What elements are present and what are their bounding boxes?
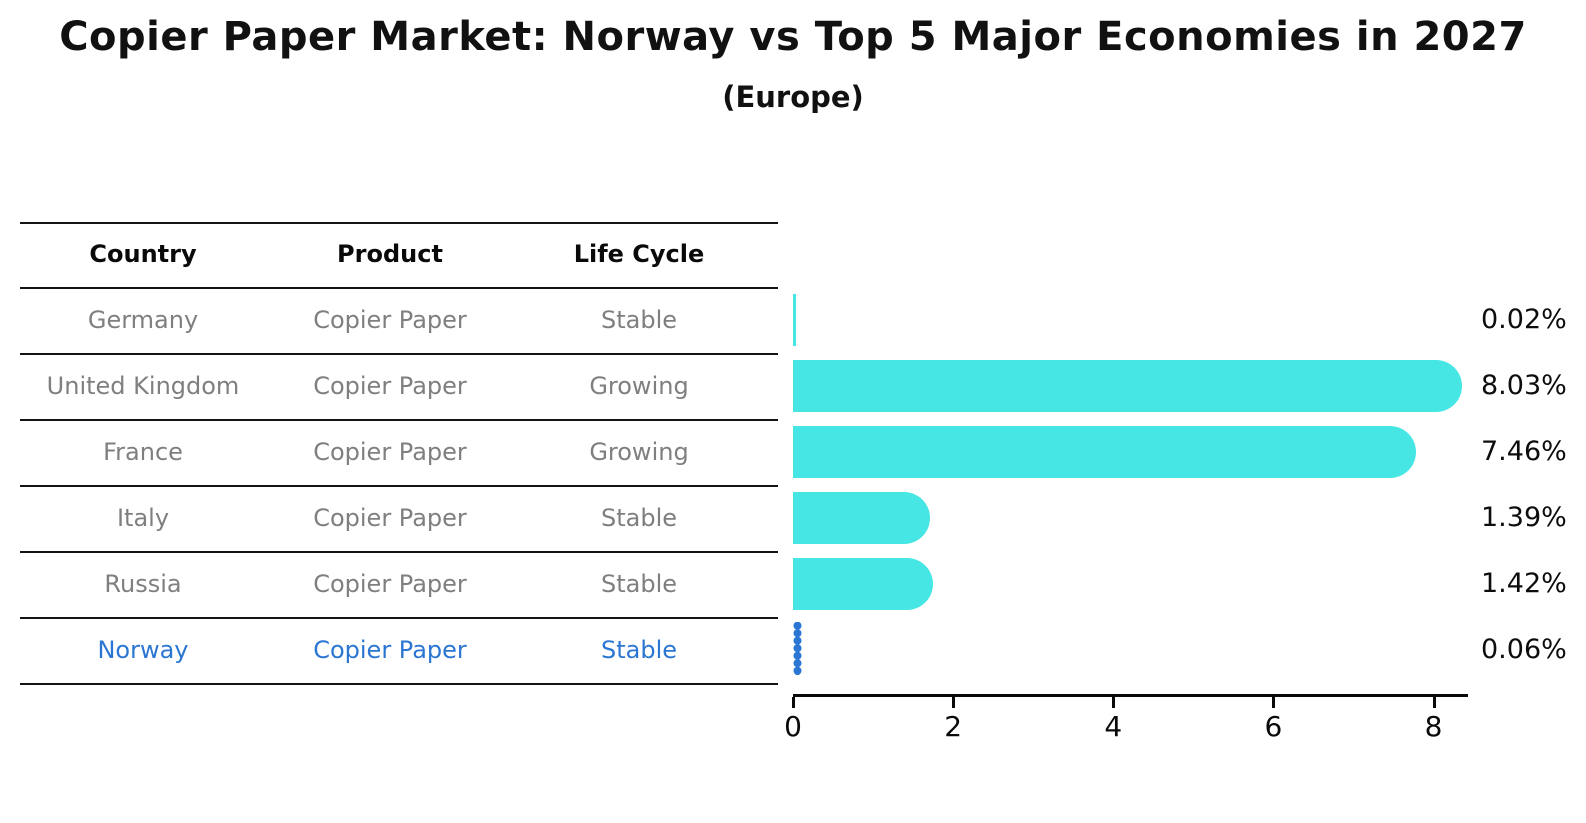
x-tick-mark: [1112, 697, 1116, 708]
bar-italy: [793, 492, 931, 544]
life-cycle-cell: Stable: [600, 636, 678, 664]
country-cell: United Kingdom: [46, 372, 240, 400]
value-label: 0.02%: [1481, 304, 1567, 335]
table-rule: [20, 485, 778, 487]
value-label: 0.06%: [1481, 634, 1567, 665]
chart-subtitle: (Europe): [722, 80, 864, 114]
table-row-germany: Germany Copier Paper Stable: [20, 287, 764, 353]
country-cell: Germany: [87, 306, 199, 334]
x-tick-label: 8: [1424, 710, 1443, 743]
country-cell: Russia: [104, 570, 182, 598]
table-rule: [20, 353, 778, 355]
chart-title: Copier Paper Market: Norway vs Top 5 Maj…: [59, 14, 1527, 60]
x-tick-label: 4: [1104, 710, 1123, 743]
column-header-product: Product: [337, 240, 443, 268]
column-header-country: Country: [89, 240, 197, 268]
x-tick-label: 2: [944, 710, 963, 743]
country-cell: France: [103, 438, 183, 466]
column-header-life-cycle: Life Cycle: [573, 240, 705, 268]
life-cycle-cell: Stable: [600, 504, 678, 532]
life-cycle-cell: Stable: [600, 570, 678, 598]
value-label: 1.39%: [1481, 502, 1567, 533]
bar-france: [793, 426, 1417, 478]
bar-united-kingdom: [793, 360, 1462, 412]
table-row-russia: Russia Copier Paper Stable: [20, 551, 764, 617]
table-rule: [20, 683, 778, 685]
bar-russia: [793, 558, 933, 610]
x-axis-line: [793, 694, 1468, 697]
table-rule: [20, 287, 778, 289]
bar-germany: [793, 294, 796, 346]
table-rule: [20, 551, 778, 553]
life-cycle-cell: Growing: [589, 372, 689, 400]
x-tick-label: 6: [1264, 710, 1283, 743]
value-label: 1.42%: [1481, 568, 1567, 599]
product-cell: Copier Paper: [313, 570, 467, 598]
table-rule: [20, 419, 778, 421]
country-cell: Italy: [116, 504, 170, 532]
table-row-italy: Italy Copier Paper Stable: [20, 485, 764, 551]
x-tick-mark: [792, 697, 795, 708]
product-cell: Copier Paper: [313, 438, 467, 466]
product-cell: Copier Paper: [313, 372, 467, 400]
life-cycle-cell: Growing: [589, 438, 689, 466]
value-label: 8.03%: [1481, 370, 1567, 401]
country-cell: Norway: [97, 636, 189, 664]
table-header-row: Country Product Life Cycle: [20, 222, 764, 287]
x-tick-mark: [952, 697, 956, 708]
table-rule: [20, 617, 778, 619]
table-row-norway: Norway Copier Paper Stable: [20, 617, 764, 683]
table-row-united-kingdom: United Kingdom Copier Paper Growing: [20, 353, 764, 419]
value-label: 7.46%: [1481, 436, 1567, 467]
x-tick-mark: [1272, 697, 1276, 708]
x-tick-mark: [1432, 697, 1436, 708]
product-cell: Copier Paper: [313, 636, 467, 664]
product-cell: Copier Paper: [313, 504, 467, 532]
product-cell: Copier Paper: [313, 306, 467, 334]
x-tick-label: 0: [784, 710, 802, 743]
life-cycle-cell: Stable: [600, 306, 678, 334]
table-rule: [20, 222, 778, 224]
norway-dot-marker: [793, 622, 803, 675]
table-row-france: France Copier Paper Growing: [20, 419, 764, 485]
